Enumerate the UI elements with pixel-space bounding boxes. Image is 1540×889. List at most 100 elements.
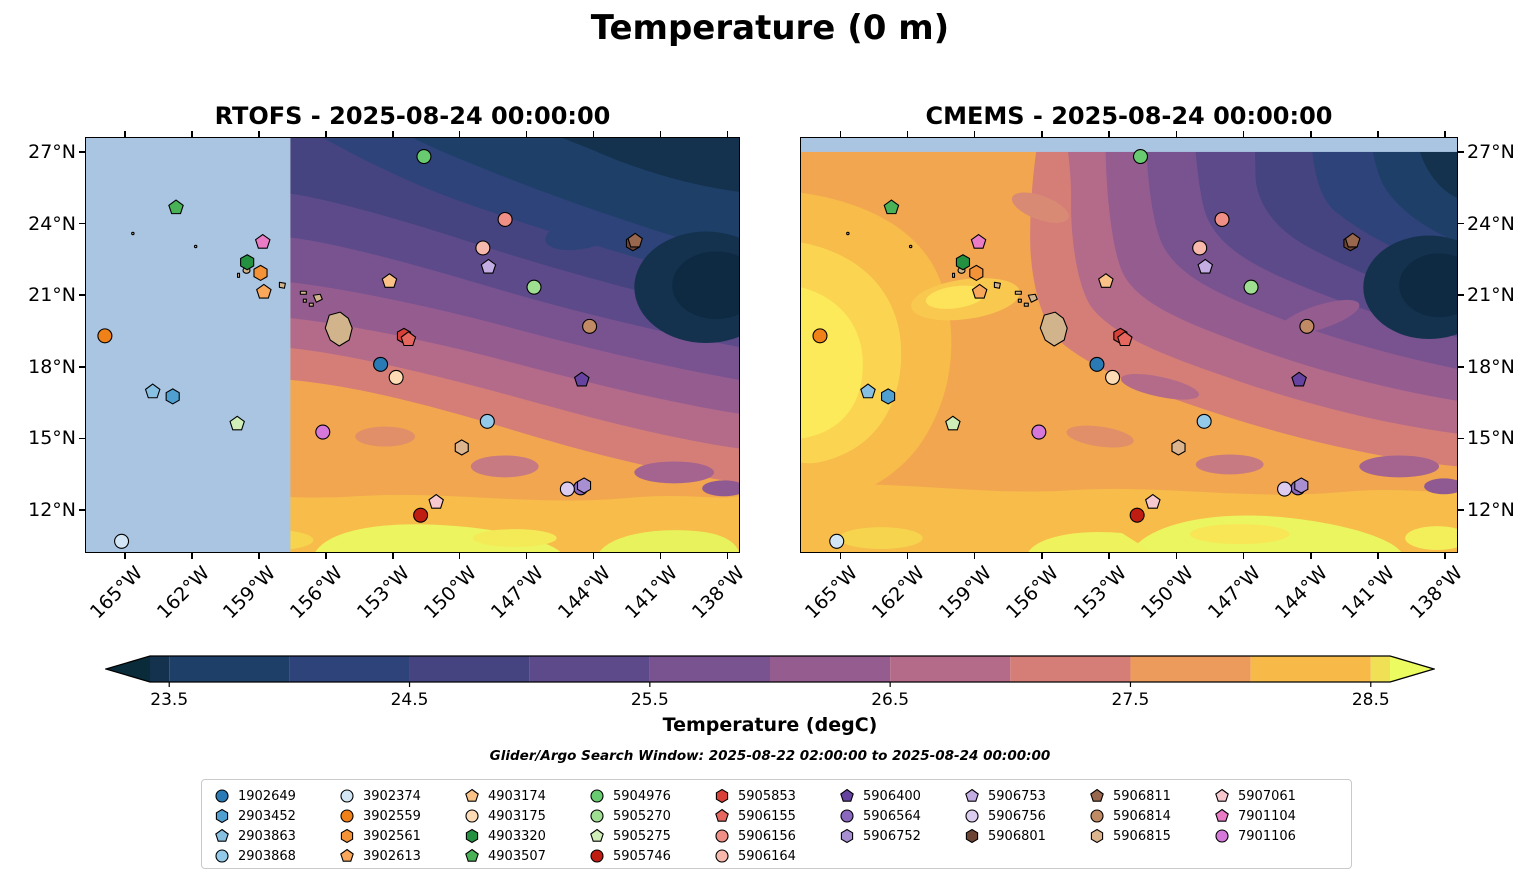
circle-marker-1902649 bbox=[215, 789, 229, 803]
colorbar-tick-label: 25.5 bbox=[630, 690, 669, 710]
pentagon-marker-4903507 bbox=[883, 199, 900, 215]
rtofs-no-data-mask bbox=[86, 138, 291, 552]
circle-marker-7901106 bbox=[315, 424, 331, 440]
legend-platform-id: 5904976 bbox=[613, 788, 671, 804]
longitude-tick-label: 141°W bbox=[620, 562, 682, 624]
legend-item-5906811: 5906811 bbox=[1089, 786, 1214, 806]
legend-platform-id: 4903174 bbox=[488, 788, 546, 804]
search-window-subtitle: Glider/Argo Search Window: 2025-08-22 02… bbox=[489, 748, 1051, 764]
legend-item-5906801: 5906801 bbox=[964, 826, 1089, 846]
pentagon-marker-5906753 bbox=[965, 788, 979, 802]
x-tick-mark bbox=[1175, 553, 1178, 559]
hexagon-marker-5906752 bbox=[840, 828, 854, 844]
legend-item-2903868: 2903868 bbox=[214, 846, 339, 866]
legend-item-5905270: 5905270 bbox=[589, 806, 714, 826]
y-tick-mark bbox=[1458, 294, 1464, 296]
legend-column: 3902374 3902559 3902561 3902613 bbox=[339, 786, 464, 866]
legend-item-5905853: 5905853 bbox=[714, 786, 839, 806]
legend-platform-id: 5906801 bbox=[988, 828, 1046, 844]
legend-item-5906564: 5906564 bbox=[839, 806, 964, 826]
circle-marker-4903175 bbox=[1105, 369, 1121, 385]
pentagon-marker-icon bbox=[965, 788, 979, 802]
longitude-tick-label: 159°W bbox=[219, 562, 281, 624]
pentagon-marker-7901104 bbox=[254, 233, 271, 249]
circle-marker-5905270 bbox=[590, 809, 604, 823]
hexagon-marker-icon bbox=[965, 828, 979, 844]
circle-marker-1902649 bbox=[373, 356, 389, 372]
circle-marker-5905270 bbox=[526, 279, 542, 295]
longitude-tick-label: 138°W bbox=[1405, 562, 1467, 624]
legend-platform-id: 5906814 bbox=[1113, 808, 1171, 824]
latitude-tick-label: 24°N bbox=[1467, 212, 1515, 235]
colorbar-tick-label: 26.5 bbox=[871, 690, 910, 710]
circle-marker-icon bbox=[340, 809, 354, 823]
legend-item-4903507: 4903507 bbox=[464, 846, 589, 866]
y-tick-mark bbox=[79, 151, 85, 153]
legend-item-5906156: 5906156 bbox=[714, 826, 839, 846]
pentagon-marker-4903507 bbox=[168, 199, 184, 215]
longitude-tick-label: 147°W bbox=[486, 562, 549, 624]
circle-marker-3902374 bbox=[114, 533, 130, 549]
legend-platform-id: 5906564 bbox=[863, 808, 921, 824]
pentagon-marker-5905275 bbox=[945, 415, 961, 431]
pentagon-marker-5907061 bbox=[1145, 493, 1161, 509]
latitude-tick-label: 18°N bbox=[28, 355, 76, 378]
legend-item-5904976: 5904976 bbox=[589, 786, 714, 806]
y-tick-mark bbox=[79, 509, 85, 511]
colorbar-under-arrow bbox=[106, 656, 150, 682]
map-panel-rtofs bbox=[85, 137, 740, 553]
colorbar-tick-label: 24.5 bbox=[390, 690, 429, 710]
legend-item-5906753: 5906753 bbox=[964, 786, 1089, 806]
circle-marker-3902559 bbox=[812, 328, 828, 344]
circle-marker-2903868 bbox=[215, 849, 229, 863]
x-tick-mark-top bbox=[906, 131, 909, 137]
pentagon-marker-7901104 bbox=[970, 233, 987, 249]
pentagon-marker-icon bbox=[1215, 788, 1229, 802]
hexagon-marker-5905853 bbox=[715, 788, 729, 804]
hexagon-marker-4903320 bbox=[955, 254, 971, 271]
legend-item-4903175: 4903175 bbox=[464, 806, 589, 826]
circle-marker-icon bbox=[590, 789, 604, 803]
pentagon-marker-4903174 bbox=[465, 788, 479, 802]
circle-marker-5906756 bbox=[965, 809, 979, 823]
legend-item-5906155: 5906155 bbox=[714, 806, 839, 826]
circle-marker-4903175 bbox=[465, 809, 479, 823]
pentagon-marker-5907061 bbox=[428, 493, 444, 509]
longitude-tick-label: 150°W bbox=[420, 562, 482, 624]
legend-item-5906752: 5906752 bbox=[839, 826, 964, 846]
pentagon-marker-5905275 bbox=[590, 828, 604, 842]
legend-platform-id: 2903868 bbox=[238, 848, 296, 864]
figure-title: Temperature (0 m) bbox=[590, 8, 950, 48]
circle-marker-icon bbox=[1215, 829, 1229, 843]
hexagon-marker-2903452 bbox=[881, 388, 896, 405]
pentagon-marker-2903863 bbox=[144, 383, 161, 399]
legend-platform-id: 4903175 bbox=[488, 808, 546, 824]
y-tick-mark bbox=[1458, 437, 1464, 440]
legend-item-1902649: 1902649 bbox=[214, 786, 339, 806]
x-tick-mark bbox=[1444, 553, 1446, 559]
y-tick-mark bbox=[1458, 366, 1464, 368]
legend-item-5906815: 5906815 bbox=[1089, 826, 1214, 846]
pentagon-marker-icon bbox=[1215, 808, 1229, 822]
pentagon-marker-icon bbox=[340, 848, 354, 862]
y-tick-mark bbox=[79, 437, 85, 440]
hexagon-marker-icon bbox=[840, 828, 854, 844]
x-tick-mark-top bbox=[1377, 131, 1379, 137]
pentagon-marker-icon bbox=[1090, 788, 1104, 802]
x-tick-mark-top bbox=[325, 131, 327, 137]
circle-marker-5906156 bbox=[715, 829, 729, 843]
legend-platform-id: 5906752 bbox=[863, 828, 921, 844]
circle-marker-5906756 bbox=[559, 481, 575, 497]
legend-platform-id: 5906811 bbox=[1113, 788, 1171, 804]
pentagon-marker-5906155 bbox=[715, 808, 729, 822]
pentagon-marker-icon bbox=[715, 808, 729, 822]
y-tick-mark bbox=[1458, 509, 1464, 511]
legend-column: 5905853 5906155 5906156 5906164 bbox=[714, 786, 839, 866]
cmems-no-data-mask bbox=[801, 138, 1457, 152]
longitude-tick-label: 162°W bbox=[867, 562, 930, 624]
latitude-tick-label: 21°N bbox=[28, 284, 76, 307]
rtofs-temperature-field bbox=[86, 138, 739, 552]
pentagon-marker-3902613 bbox=[340, 848, 354, 862]
circle-marker-icon bbox=[340, 789, 354, 803]
circle-marker-2903868 bbox=[1196, 413, 1212, 429]
